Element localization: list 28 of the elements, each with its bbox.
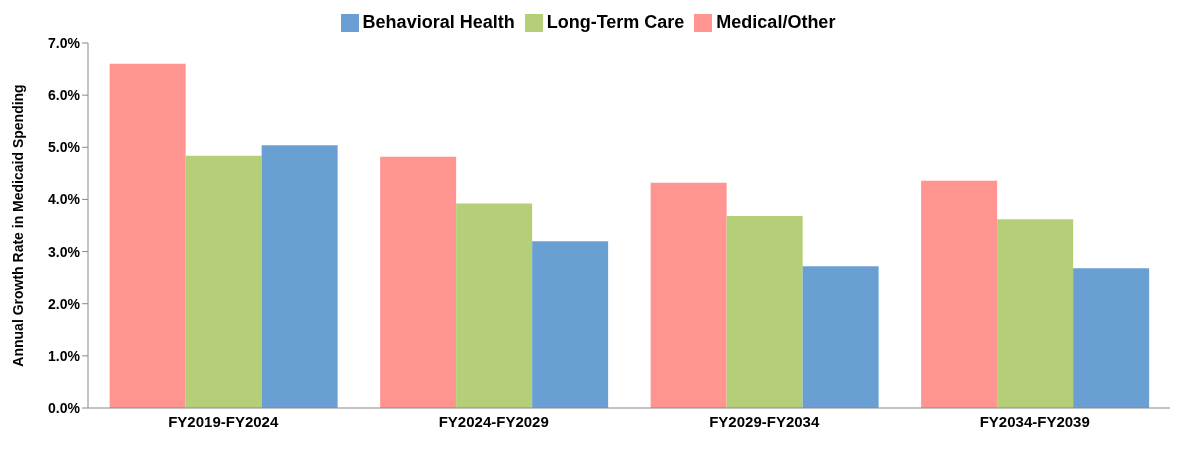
y-tick-label: 2.0% [48,295,81,312]
x-tick-label: FY2034-FY2039 [979,412,1090,430]
x-tick-label: FY2029-FY2034 [709,412,820,430]
legend-label: Medical/Other [716,12,836,32]
bar [109,63,186,408]
bar [1073,268,1150,408]
y-tick-label: 1.0% [48,347,81,364]
y-tick-label: 5.0% [48,139,81,156]
x-tick-label: FY2019-FY2024 [168,412,279,430]
y-tick-label: 3.0% [48,243,81,260]
bar [726,216,803,408]
bar [650,182,727,408]
legend-label: Behavioral Health [362,12,515,32]
y-tick-label: 6.0% [48,87,81,104]
bar [997,219,1074,408]
bar [921,180,998,408]
y-tick-label: 0.0% [48,399,81,416]
bar [802,266,879,408]
bar [532,241,609,408]
legend-label: Long-Term Care [546,12,685,32]
y-tick-label: 4.0% [48,191,81,208]
y-axis-title: Annual Growth Rate in Medicaid Spending [9,84,26,367]
bar [185,155,262,408]
x-tick-label: FY2024-FY2029 [438,412,549,430]
y-tick-label: 7.0% [48,34,81,51]
bar [261,145,338,408]
bar [456,203,533,408]
bar [380,156,457,408]
